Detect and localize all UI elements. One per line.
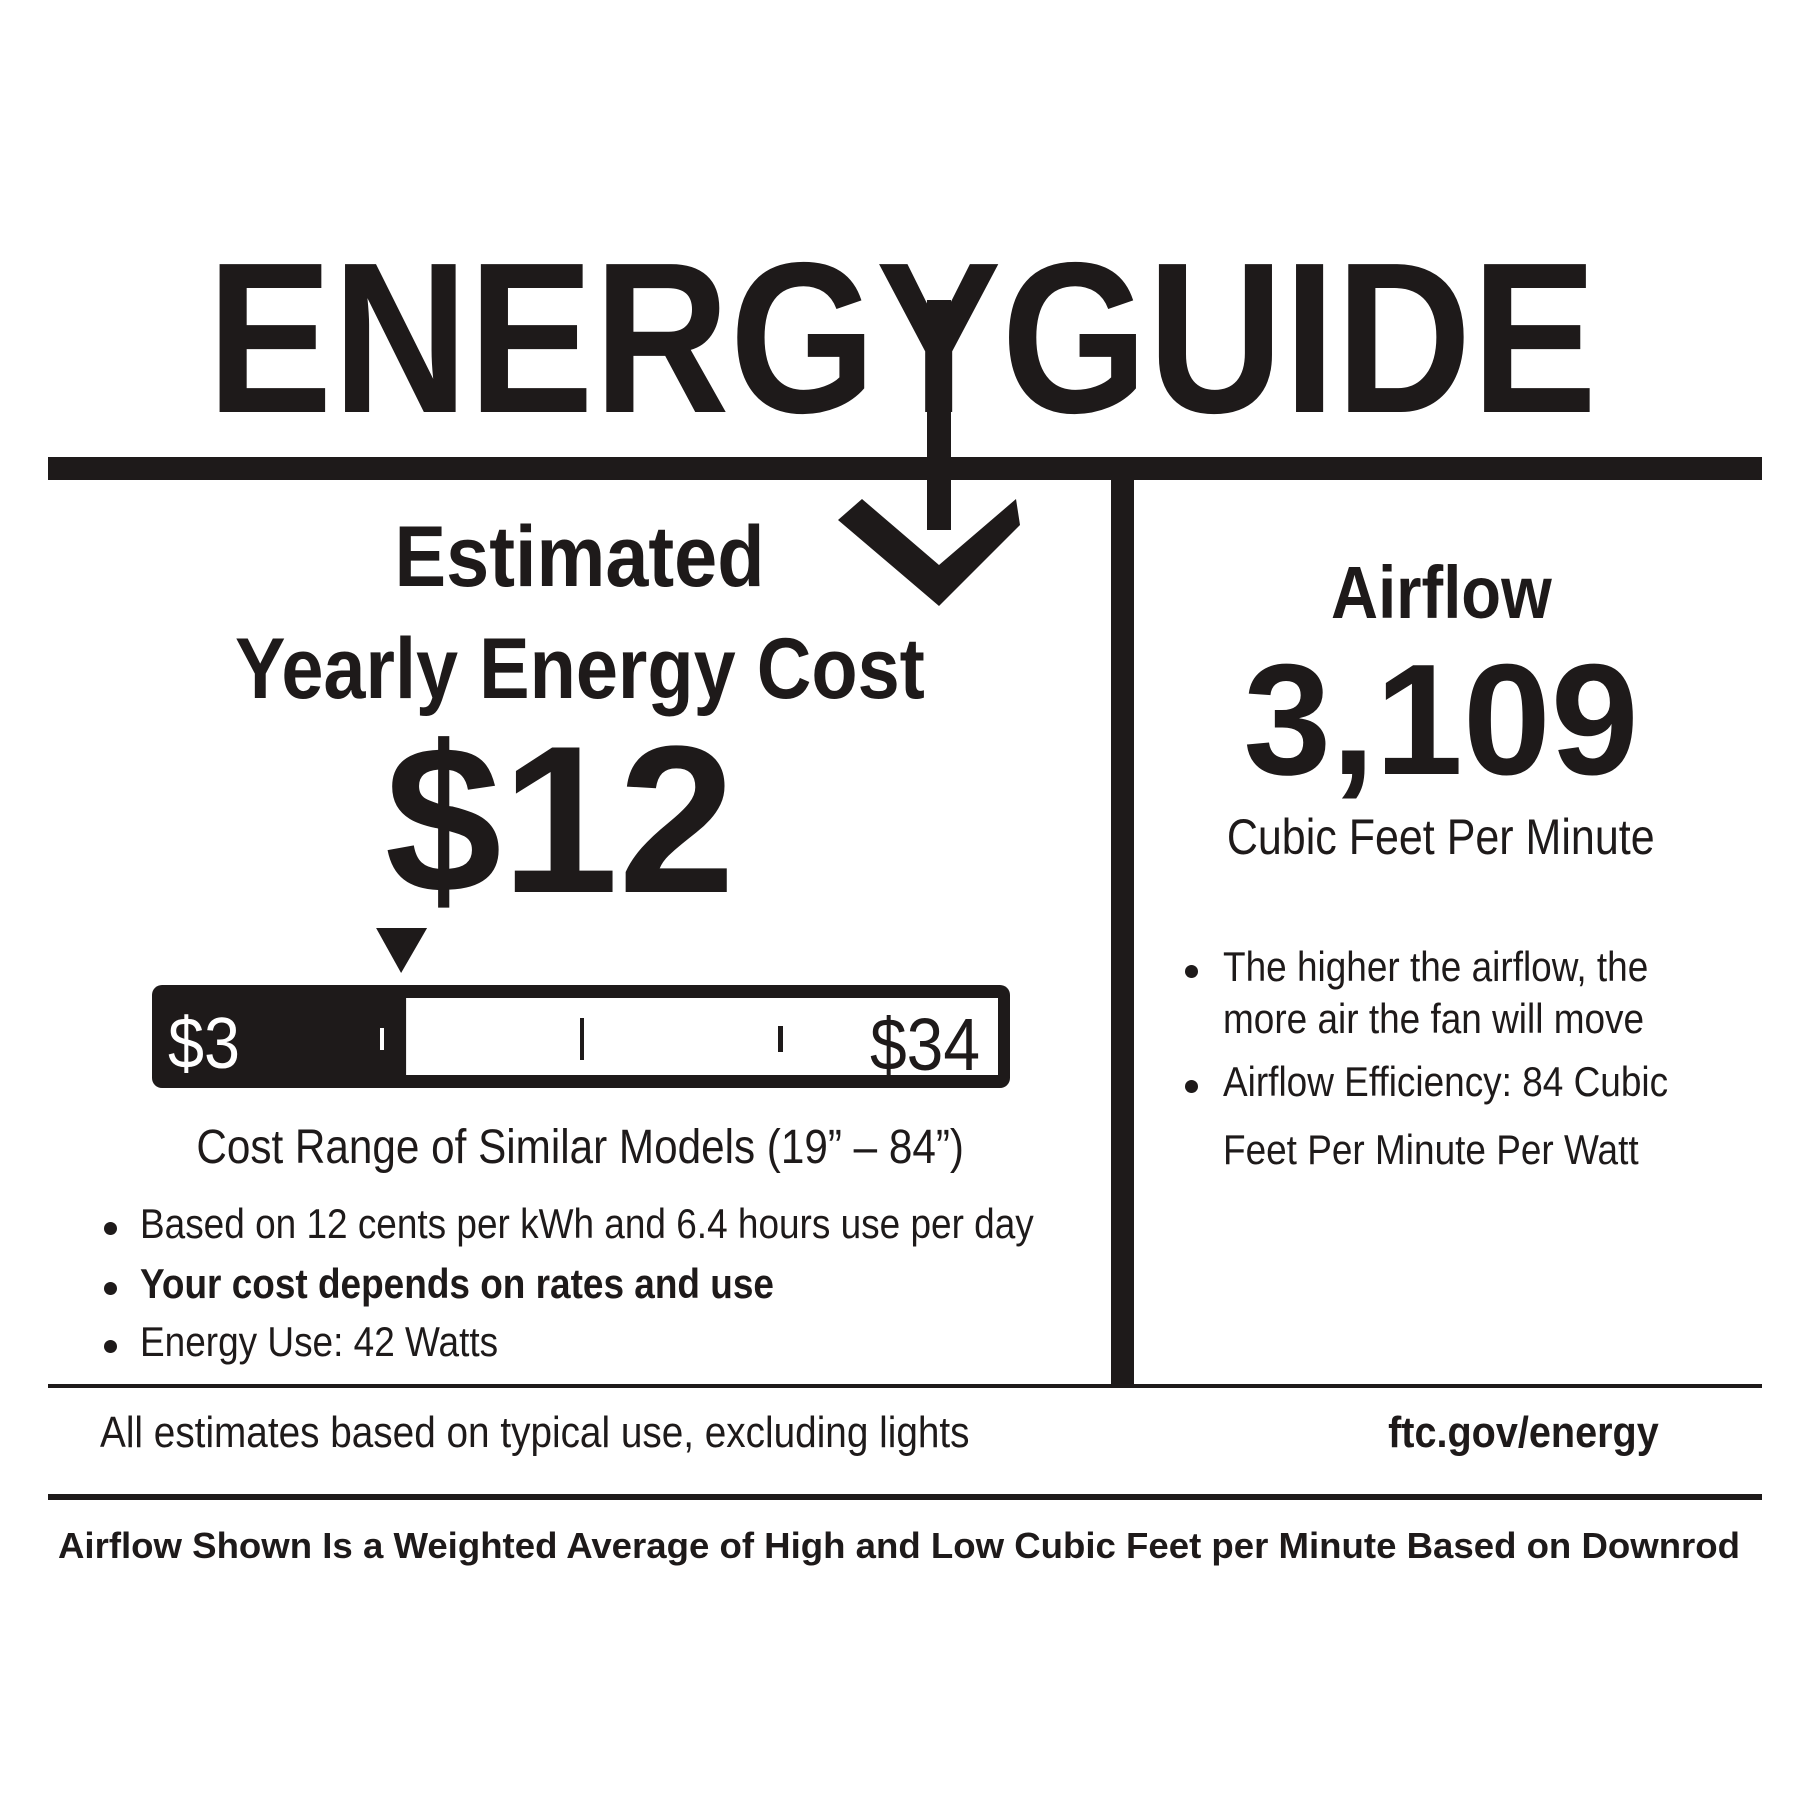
- airflow-bullet-line: The higher the airflow, the: [1223, 943, 1649, 990]
- center-divider: [1111, 480, 1134, 1386]
- tick: [380, 1028, 384, 1050]
- footer-note: All estimates based on typical use, excl…: [100, 1408, 970, 1457]
- airflow-bullet-line: Airflow Efficiency: 84 Cubic: [1223, 1058, 1669, 1105]
- cost-range-bar: $3 $34: [152, 928, 1010, 1088]
- disclaimer-text: Airflow Shown Is a Weighted Average of H…: [58, 1525, 1740, 1566]
- cost-marker-icon: [376, 928, 428, 973]
- bullet-icon: [1185, 965, 1198, 978]
- airflow-unit: Cubic Feet Per Minute: [1227, 809, 1655, 865]
- cost-bullet: Your cost depends on rates and use: [140, 1260, 774, 1307]
- tick: [580, 1018, 584, 1060]
- cost-bullet: Energy Use: 42 Watts: [140, 1318, 499, 1365]
- bullet-icon: [1185, 1080, 1198, 1093]
- cost-heading-line2: Yearly Energy Cost: [235, 621, 925, 717]
- footer-divider: [48, 1384, 1762, 1388]
- range-min: $3: [168, 1004, 240, 1084]
- cost-heading-line1: Estimated: [395, 509, 765, 605]
- ftc-link[interactable]: ftc.gov/energy: [1388, 1408, 1659, 1457]
- tick: [778, 1026, 783, 1052]
- airflow-bullet-line: more air the fan will move: [1223, 995, 1645, 1042]
- range-max: $34: [870, 1003, 980, 1086]
- bottom-divider: [48, 1494, 1762, 1500]
- airflow-value: 3,109: [1243, 632, 1639, 808]
- bullet-icon: [104, 1282, 117, 1295]
- arrow-stem: [927, 300, 951, 530]
- top-divider: [48, 457, 1762, 480]
- bullet-icon: [104, 1340, 117, 1353]
- cost-range-caption: Cost Range of Similar Models (19” – 84”): [196, 1121, 964, 1174]
- disclaimer: Airflow Shown Is a Weighted Average of H…: [58, 1525, 1740, 1566]
- airflow-bullet-line: Feet Per Minute Per Watt: [1223, 1126, 1639, 1173]
- yearly-cost-value: $12: [384, 702, 736, 937]
- arrow-down-icon: [838, 499, 1020, 606]
- title-text: ENERGYGUIDE: [207, 217, 1597, 458]
- energyguide-logo: ENERGYGUIDE: [207, 217, 1597, 606]
- bar-unfilled: [406, 998, 998, 1075]
- cost-bullet: Based on 12 cents per kWh and 6.4 hours …: [140, 1200, 1034, 1247]
- airflow-heading: Airflow: [1330, 551, 1552, 634]
- bullet-icon: [104, 1222, 117, 1235]
